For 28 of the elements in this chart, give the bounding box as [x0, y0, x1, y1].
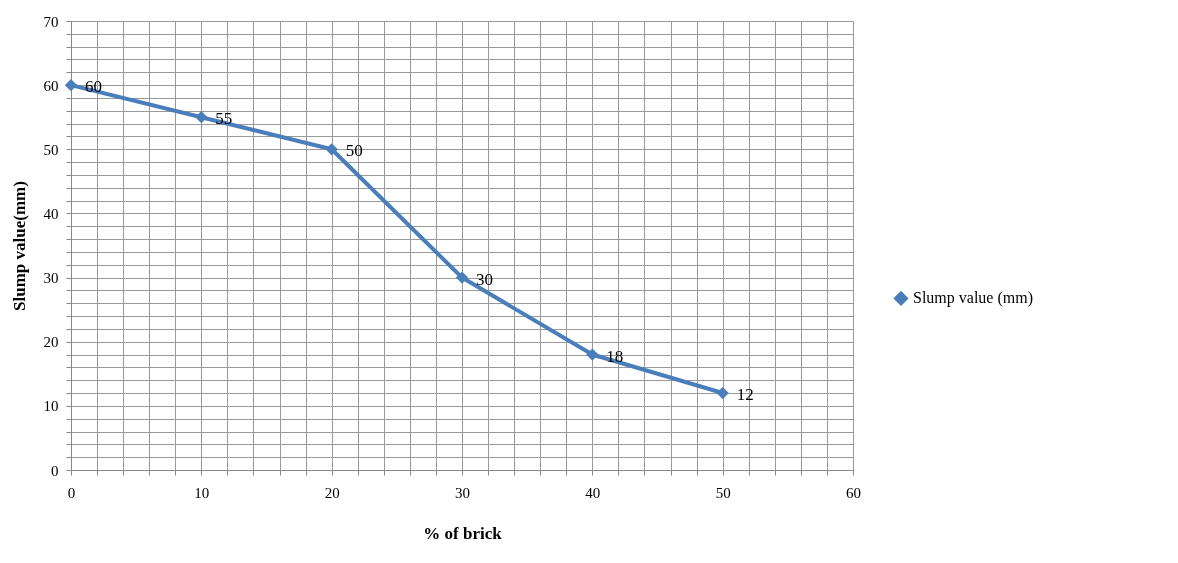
legend-label: Slump value (mm) [913, 289, 1033, 308]
point [64, 79, 78, 92]
x-tick-label: 40 [585, 484, 601, 501]
point [325, 143, 338, 156]
x-axis-title: % of brick [423, 523, 503, 543]
y-tick-label: 60 [43, 77, 59, 94]
point [195, 111, 208, 124]
y-tick-label: 0 [51, 462, 59, 479]
y-tick-label: 20 [43, 334, 59, 351]
data-label: 60 [85, 77, 102, 97]
x-tick-label: 0 [67, 484, 76, 501]
y-tick-label: 50 [43, 141, 59, 158]
x-tick-label: 50 [715, 484, 731, 501]
point [716, 386, 729, 400]
y-tick-label: 30 [43, 270, 59, 287]
x-tick-label: 20 [324, 484, 340, 501]
point [455, 271, 469, 284]
x-tick-label: 60 [846, 484, 861, 501]
y-tick-label: 70 [43, 13, 59, 30]
point [586, 348, 599, 361]
y-axis-title: Slump value(mm) [9, 181, 29, 311]
x-tick-label: 30 [455, 484, 470, 501]
data-label: 30 [476, 269, 493, 289]
y-tick-label: 10 [43, 398, 59, 415]
y-tick-label: 40 [43, 205, 59, 222]
data-label: 12 [736, 385, 754, 405]
x-tick-label: 10 [194, 484, 210, 501]
data-label: 50 [345, 141, 363, 161]
